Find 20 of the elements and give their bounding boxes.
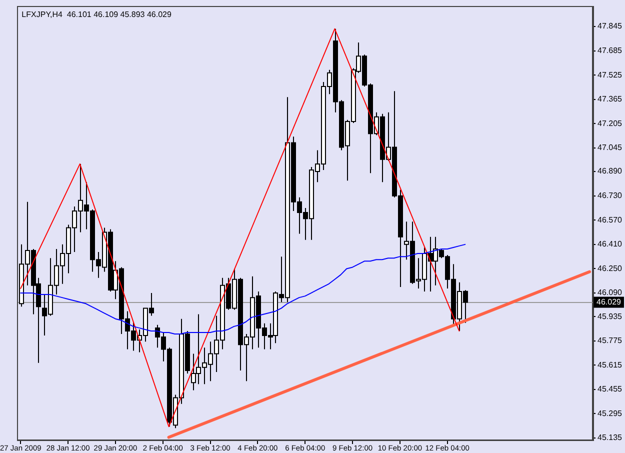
y-tick-label: 47.845 — [598, 22, 623, 31]
y-tick-label: 46.890 — [598, 166, 623, 176]
y-tick-label: 45.135 — [598, 433, 623, 442]
y-tick-label: 45.615 — [598, 360, 623, 370]
y-tick-label: 47.525 — [598, 70, 623, 80]
y-tick-label: 47.205 — [598, 118, 623, 128]
y-tick-label: 47.045 — [598, 143, 623, 152]
y-tick-label: 46.410 — [598, 240, 623, 249]
y-tick-label: 46.570 — [598, 215, 623, 224]
chart-title: LFXJPY,H4 46.101 46.109 45.893 46.029 — [22, 10, 172, 20]
y-tick-label: 45.775 — [598, 336, 623, 346]
y-tick-label: 46.730 — [598, 191, 623, 200]
y-tick-label: 45.455 — [598, 384, 623, 394]
y-tick-label: 47.365 — [598, 94, 623, 104]
y-tick-label: 47.685 — [598, 46, 623, 56]
y-tick-label: 45.935 — [598, 312, 623, 321]
y-tick-label: 45.295 — [598, 408, 623, 418]
y-tick-label: 46.090 — [598, 288, 623, 298]
ref-line-label: 46.029 — [596, 297, 622, 306]
y-tick-label: 46.250 — [598, 264, 623, 273]
